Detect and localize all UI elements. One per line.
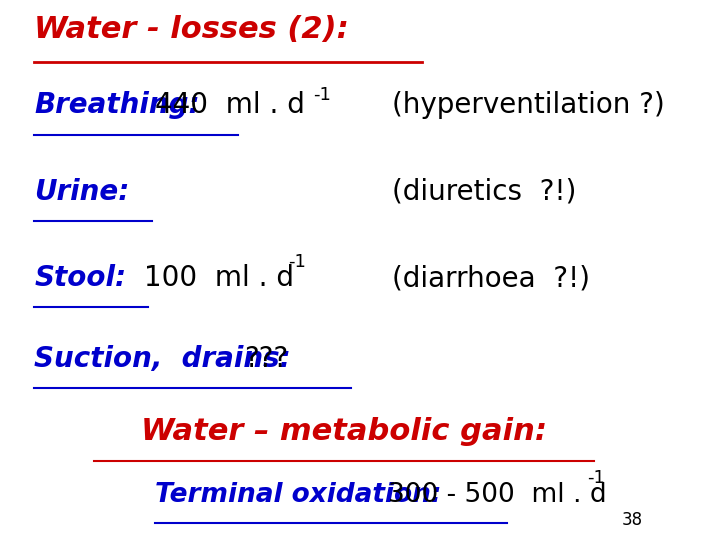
Text: ???: ??? — [244, 345, 288, 373]
Text: Urine:: Urine: — [35, 178, 130, 206]
Text: 38: 38 — [621, 511, 643, 529]
Text: Stool:: Stool: — [35, 264, 127, 292]
Text: (diuretics  ?!): (diuretics ?!) — [392, 178, 576, 206]
Text: Water - losses (2):: Water - losses (2): — [35, 15, 349, 44]
Text: 100  ml . d: 100 ml . d — [144, 264, 294, 292]
Text: 300 - 500  ml . d: 300 - 500 ml . d — [388, 482, 607, 508]
Text: -1: -1 — [588, 469, 606, 487]
Text: -1: -1 — [312, 86, 330, 104]
Text: 440  ml . d: 440 ml . d — [155, 91, 305, 119]
Text: Breathing:: Breathing: — [35, 91, 200, 119]
Text: Water – metabolic gain:: Water – metabolic gain: — [140, 417, 546, 446]
Text: Terminal oxidation:: Terminal oxidation: — [155, 482, 441, 508]
Text: (diarrhoea  ?!): (diarrhoea ?!) — [392, 264, 590, 292]
Text: (hyperventilation ?): (hyperventilation ?) — [392, 91, 665, 119]
Text: Suction,  drains:: Suction, drains: — [35, 345, 291, 373]
Text: -1: -1 — [289, 253, 307, 271]
